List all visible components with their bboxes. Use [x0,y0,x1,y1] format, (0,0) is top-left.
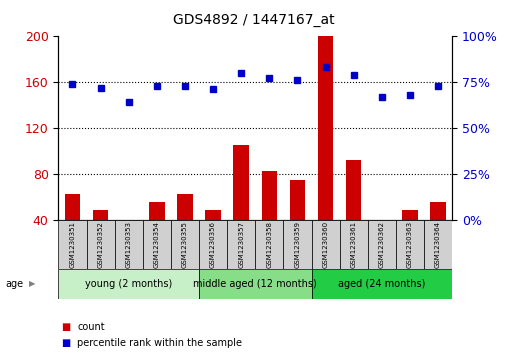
Text: GSM1230351: GSM1230351 [70,221,76,268]
Text: GSM1230353: GSM1230353 [125,221,132,268]
Text: GSM1230358: GSM1230358 [266,221,272,268]
Text: GSM1230357: GSM1230357 [238,221,244,268]
Bar [205,211,221,220]
Bar [396,220,424,269]
Bar [199,220,227,269]
Text: GSM1230355: GSM1230355 [182,221,188,268]
Bar [430,203,446,220]
Bar [227,220,255,269]
Bar [262,171,277,220]
Bar [65,195,80,220]
Bar [199,269,311,299]
Text: GSM1230363: GSM1230363 [407,221,413,268]
Bar [177,195,193,220]
Text: ■: ■ [61,338,70,348]
Bar [318,36,333,220]
Text: percentile rank within the sample: percentile rank within the sample [77,338,242,348]
Bar [86,220,115,269]
Text: count: count [77,322,105,332]
Text: middle aged (12 months): middle aged (12 months) [194,279,317,289]
Text: GSM1230364: GSM1230364 [435,221,441,268]
Text: young (2 months): young (2 months) [85,279,172,289]
Bar [424,220,452,269]
Bar [346,160,361,220]
Bar [143,220,171,269]
Text: GSM1230359: GSM1230359 [295,221,300,268]
Bar [171,220,199,269]
Bar [283,220,311,269]
Text: GSM1230362: GSM1230362 [379,221,385,268]
Bar [93,211,108,220]
Text: ■: ■ [61,322,70,332]
Text: ▶: ▶ [29,280,36,288]
Text: GSM1230361: GSM1230361 [351,221,357,268]
Text: GSM1230352: GSM1230352 [98,221,104,268]
Bar [290,180,305,220]
Bar [58,269,199,299]
Bar [340,220,368,269]
Bar [311,220,340,269]
Text: GSM1230354: GSM1230354 [154,221,160,268]
Bar [402,211,418,220]
Text: GSM1230360: GSM1230360 [323,221,329,268]
Text: age: age [5,279,23,289]
Bar [311,269,452,299]
Bar [115,220,143,269]
Text: GDS4892 / 1447167_at: GDS4892 / 1447167_at [173,13,335,27]
Bar [58,220,86,269]
Text: GSM1230356: GSM1230356 [210,221,216,268]
Text: aged (24 months): aged (24 months) [338,279,426,289]
Bar [234,145,249,220]
Bar [149,203,165,220]
Bar [255,220,283,269]
Bar [368,220,396,269]
